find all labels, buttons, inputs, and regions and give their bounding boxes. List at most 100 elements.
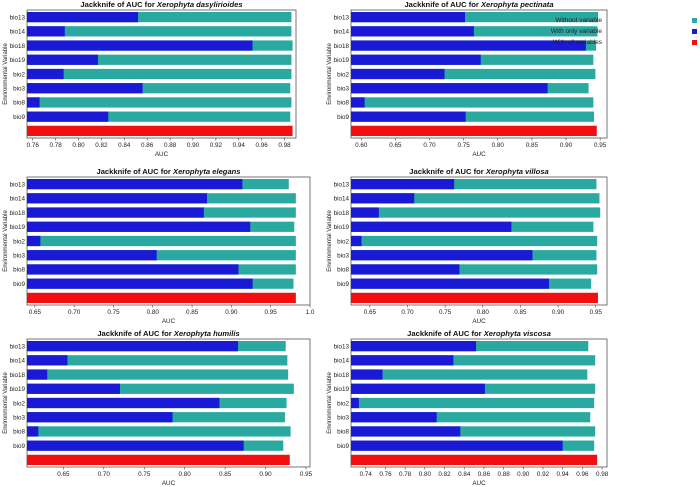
chart6-title-prefix: Jackknife of AUC for xyxy=(407,329,484,338)
chart4-tick-label: 0.90 xyxy=(552,309,565,316)
chart6-title-species: Xerophyta viscosa xyxy=(483,329,551,338)
chart3-tick-label: 0.85 xyxy=(186,309,199,316)
chart5-bar-only-bio14 xyxy=(27,355,68,366)
chart6-tick-label: 0.74 xyxy=(360,471,373,478)
chart6-xlabel: AUC xyxy=(472,480,486,487)
chart1-category-label-bio9: bio9 xyxy=(13,114,25,121)
chart6-bar-without-bio8 xyxy=(351,426,596,437)
chart4-bar-without-bio14 xyxy=(351,193,600,204)
chart3-bar-only-bio3 xyxy=(27,250,157,261)
chart6-tick-label: 0.96 xyxy=(576,471,589,478)
chart4-bar-only-bio13 xyxy=(351,178,455,190)
chart6-bar-only-bio2 xyxy=(351,397,359,409)
chart1-bar-only-bio13 xyxy=(27,11,139,23)
chart6-category-label-bio13: bio13 xyxy=(334,343,350,350)
chart4-tick-label: 0.80 xyxy=(477,309,490,316)
chart4-tick-label: 0.75 xyxy=(439,309,452,316)
chart5-ylabel: Environmental Variable xyxy=(3,372,9,434)
chart4-category-label-bio9: bio9 xyxy=(337,281,349,288)
chart6-tick-label: 0.84 xyxy=(458,471,471,478)
chart2-tick-label: 0.95 xyxy=(594,142,607,149)
chart2-category-label-bio9: bio9 xyxy=(337,114,349,121)
chart5-bar-only-bio8 xyxy=(27,426,39,437)
chart3-tick-label: 0.95 xyxy=(265,309,278,316)
chart1-tick-label: 0.98 xyxy=(278,142,291,149)
chart5-title-prefix: Jackknife of AUC for xyxy=(97,329,174,338)
chart1-category-label-bio19: bio19 xyxy=(10,57,26,64)
chart5-category-label-bio13: bio13 xyxy=(10,343,26,350)
chart6-bar-all xyxy=(351,454,598,466)
chart3-category-label-bio8: bio8 xyxy=(13,267,25,274)
legend-swatch-only xyxy=(692,29,697,34)
chart2-tick-label: 0.65 xyxy=(389,142,402,149)
chart3-tick-label: 0.70 xyxy=(68,309,81,316)
legend-label-without: Without variable xyxy=(555,17,602,24)
chart6-category-label-bio14: bio14 xyxy=(334,358,350,365)
chart2-bar-without-bio14 xyxy=(351,26,598,37)
chart6-category-label-bio9: bio9 xyxy=(337,443,349,450)
chart6-category-label-bio2: bio2 xyxy=(337,400,349,407)
chart6-bar-only-bio19 xyxy=(351,383,485,394)
chart1-bar-only-bio14 xyxy=(27,26,65,37)
chart1-bar-only-bio3 xyxy=(27,83,143,94)
chart3-category-label-bio2: bio2 xyxy=(13,238,25,245)
chart6-tick-label: 0.98 xyxy=(596,471,609,478)
chart5-bar-only-bio19 xyxy=(27,383,120,394)
chart5-bar-only-bio13 xyxy=(27,340,239,352)
chart1-tick-label: 0.90 xyxy=(187,142,200,149)
chart6-ylabel: Environmental Variable xyxy=(327,372,333,434)
chart3-category-label-bio18: bio18 xyxy=(10,210,26,217)
chart5-category-label-bio19: bio19 xyxy=(10,386,26,393)
chart3-tick-label: 0.65 xyxy=(29,309,42,316)
chart2-bar-only-bio2 xyxy=(351,68,445,80)
chart3-bar-only-bio14 xyxy=(27,193,208,204)
legend-swatch-without xyxy=(692,18,697,23)
chart6-bar-only-bio18 xyxy=(351,369,383,380)
chart5-category-label-bio2: bio2 xyxy=(13,400,25,407)
chart6-bar-only-bio13 xyxy=(351,340,477,352)
chart5-bar-without-bio18 xyxy=(27,369,289,380)
chart1-category-label-bio13: bio13 xyxy=(10,14,26,21)
chart4-tick-label: 0.95 xyxy=(590,309,603,316)
chart1-category-label-bio8: bio8 xyxy=(13,100,25,107)
chart1-tick-label: 0.96 xyxy=(256,142,269,149)
chart1-title-species: Xerophyta dasylirioides xyxy=(156,0,243,9)
chart5-tick-label: 0.65 xyxy=(57,471,70,478)
chart1-title: Jackknife of AUC for Xerophyta dasylirio… xyxy=(80,0,242,9)
chart4-bar-only-bio8 xyxy=(351,264,460,275)
chart1-bar-without-bio9 xyxy=(27,111,291,122)
chart3-category-label-bio9: bio9 xyxy=(13,281,25,288)
chart3-title-prefix: Jackknife of AUC for xyxy=(96,167,173,176)
chart6-tick-label: 0.88 xyxy=(497,471,510,478)
chart4-bar-without-bio13 xyxy=(351,178,597,190)
chart4-bar-without-bio8 xyxy=(351,264,598,275)
chart3-bar-only-bio18 xyxy=(27,207,204,218)
chart5-tick-label: 0.75 xyxy=(138,471,151,478)
chart5-category-label-bio8: bio8 xyxy=(13,429,25,436)
chart5-tick-label: 0.80 xyxy=(179,471,192,478)
chart1-xlabel: AUC xyxy=(155,151,169,158)
chart5-bar-without-bio19 xyxy=(27,383,294,394)
chart1-tick-label: 0.92 xyxy=(210,142,223,149)
chart4-category-label-bio18: bio18 xyxy=(334,210,350,217)
chart3-bar-without-bio3 xyxy=(27,250,296,261)
chart3-tick-label: 0.75 xyxy=(107,309,120,316)
chart6-tick-label: 0.86 xyxy=(478,471,491,478)
chart6-category-label-bio3: bio3 xyxy=(337,415,349,422)
chart4-ylabel: Environmental Variable xyxy=(327,210,333,272)
chart5-category-label-bio3: bio3 xyxy=(13,415,25,422)
chart3-bar-only-bio13 xyxy=(27,178,243,190)
chart2-bar-without-bio8 xyxy=(351,97,594,108)
chart1-bar-without-bio3 xyxy=(27,83,291,94)
chart5-bar-only-bio18 xyxy=(27,369,48,380)
chart1-tick-label: 0.86 xyxy=(141,142,154,149)
chart2-bar-without-bio2 xyxy=(351,68,596,80)
chart1-bar-without-bio8 xyxy=(27,97,292,108)
chart2-category-label-bio18: bio18 xyxy=(334,43,350,50)
chart2-ylabel: Environmental Variable xyxy=(327,43,333,105)
chart3-bar-only-bio2 xyxy=(27,235,41,247)
chart2-bar-without-bio13 xyxy=(351,11,599,23)
chart2-category-label-bio2: bio2 xyxy=(337,71,349,78)
chart2-category-label-bio8: bio8 xyxy=(337,100,349,107)
